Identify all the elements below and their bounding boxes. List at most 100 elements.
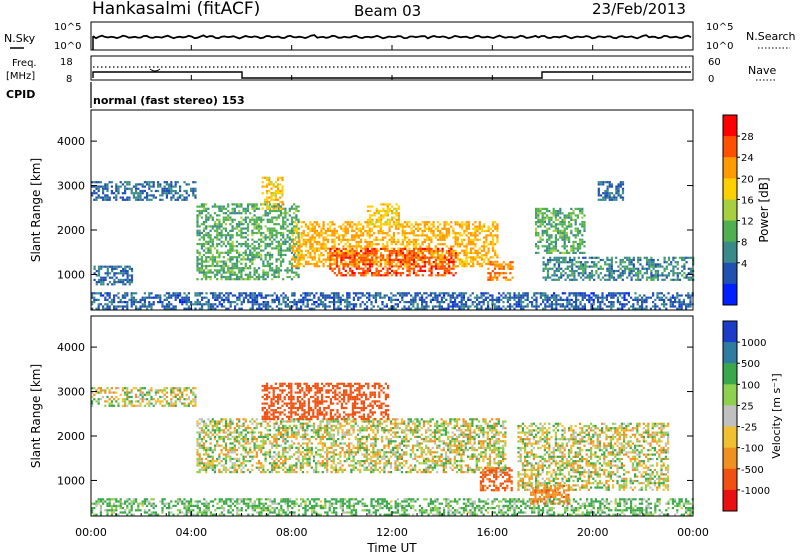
echo-cell [377,260,380,263]
echo-cell [344,265,347,268]
echo-cell [126,265,129,268]
echo-cell [320,227,323,230]
echo-cell [552,214,555,217]
echo-cell [216,218,219,221]
echo-cell [539,207,542,210]
echo-cell [397,205,400,208]
echo-cell [213,212,217,215]
echo-cell [135,307,138,310]
echo-cell [346,296,349,299]
echo-cell [150,185,153,188]
echo-cell [630,278,633,281]
echo-cell [200,242,203,246]
echo-cell [415,274,418,277]
echo-cell [222,251,225,254]
echo-cell [465,292,468,295]
echo-cell [386,258,389,261]
echo-cell [371,261,374,264]
echo-cell [218,256,221,259]
echo-cell [340,240,343,244]
echo-cell [251,203,254,206]
echo-cell [672,258,675,262]
echo-cell [240,229,243,232]
echo-cell [689,272,693,275]
echo-cell [333,251,336,255]
echo-cell [577,274,580,277]
echo-cell [575,301,578,304]
echo-cell [251,307,254,310]
echo-cell [476,234,479,237]
echo-cell [588,296,591,299]
echo-cell [130,298,133,301]
echo-cell [298,245,301,248]
echo-cell [482,301,485,304]
echo-cell [268,229,272,232]
echo-cell [329,258,332,261]
echo-cell [542,256,545,259]
echo-cell [436,254,440,257]
echo-cell [275,205,278,208]
echo-cell [480,229,484,233]
echo-cell [261,203,264,206]
echo-cell [375,254,378,257]
echo-cell [616,301,619,304]
echo-cell [476,251,479,255]
echo-cell [452,245,455,248]
echo-cell [632,305,635,308]
colorbar-swatch [723,178,737,200]
echo-cell [207,307,210,310]
echo-cell [610,263,613,266]
echo-cell [434,298,437,301]
echo-cell [685,303,688,306]
echo-cell [130,301,133,304]
echo-cell [487,262,490,266]
echo-cell [346,294,349,297]
echo-cell [544,265,547,268]
echo-cell [251,275,254,279]
echo-cell [412,272,416,275]
echo-cell [244,249,247,252]
echo-cell [211,242,214,246]
echo-cell [428,269,431,272]
echo-cell [264,212,267,215]
echo-cell [552,229,555,232]
echo-cell [262,273,265,276]
echo-cell [331,267,334,270]
echo-cell [353,258,356,261]
echo-cell [229,260,232,263]
echo-cell [176,198,179,201]
echo-cell [617,194,620,197]
echo-cell [605,294,608,297]
echo-cell [355,262,358,266]
echo-cell [617,192,620,195]
echo-cell [425,223,429,226]
echo-cell [472,260,475,263]
echo-cell [476,256,479,259]
echo-cell [617,276,620,279]
echo-cell [152,185,155,188]
echo-cell [645,256,649,259]
echo-cell [586,276,589,279]
echo-cell [194,187,197,190]
echo-cell [128,298,131,301]
echo-cell [584,256,587,259]
echo-cell [467,221,470,224]
echo-cell [537,247,540,250]
echo-cell [201,307,204,310]
echo-cell [317,303,320,306]
echo-cell [249,260,252,263]
echo-cell [443,234,446,237]
echo-cell [443,236,446,239]
echo-cell [572,251,575,254]
echo-cell [608,274,611,277]
echo-cell [554,247,557,250]
freq-tick-bottom: 8 [66,74,72,85]
echo-cell [200,236,203,239]
echo-cell [630,276,633,279]
echo-cell [448,250,451,253]
echo-cell [126,198,129,201]
echo-cell [403,294,406,297]
echo-cell [421,232,424,235]
echo-cell [685,294,688,297]
echo-cell [262,264,265,268]
